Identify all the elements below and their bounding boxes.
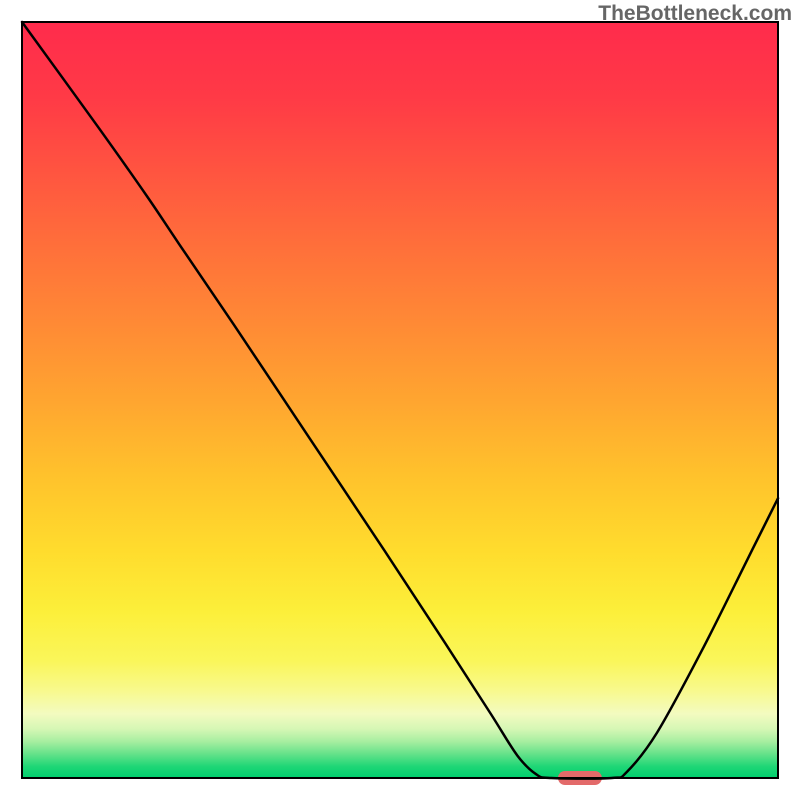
attribution-label: TheBottleneck.com <box>598 2 792 26</box>
figure-root: TheBottleneck.com <box>0 0 800 800</box>
chart-svg <box>0 0 800 800</box>
gradient-background <box>22 22 778 778</box>
